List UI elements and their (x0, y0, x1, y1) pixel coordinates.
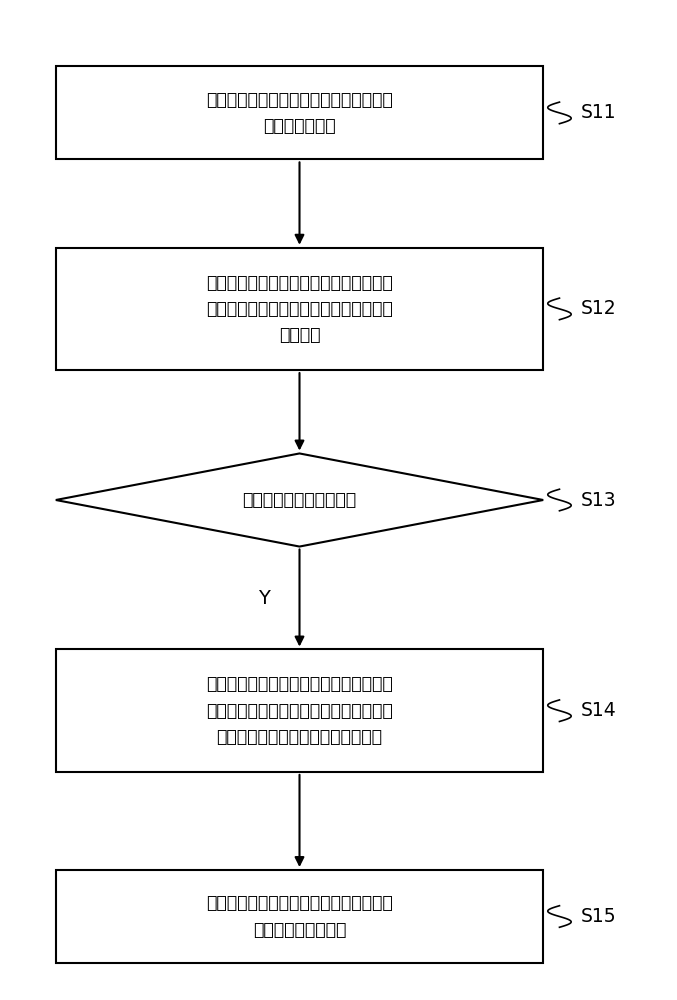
Text: Y: Y (258, 588, 269, 607)
Text: 对配电网动模系统的每一相交流电压进行
实时过零点检测: 对配电网动模系统的每一相交流电压进行 实时过零点检测 (206, 91, 393, 135)
Polygon shape (56, 453, 543, 547)
Text: S12: S12 (580, 299, 616, 318)
Bar (56, 66, 543, 159)
Text: S15: S15 (580, 907, 616, 926)
Text: S13: S13 (580, 490, 616, 510)
Text: 在经过用户设定的故障持续时间后，控制
双向晶闸管模块关断: 在经过用户设定的故障持续时间后，控制 双向晶闸管模块关断 (206, 894, 393, 939)
Text: S14: S14 (580, 701, 616, 720)
Text: 在检测到故障相的交流电压过零点后经过
故障触发时间时，控制与故障相连接的双
向晶闸管模块导通，以使故障相接地: 在检测到故障相的交流电压过零点后经过 故障触发时间时，控制与故障相连接的双 向晶… (206, 675, 393, 746)
Bar (56, 248, 543, 370)
Bar (56, 870, 543, 963)
Text: S11: S11 (580, 103, 616, 122)
Text: 判断是否接收到启动信号: 判断是否接收到启动信号 (242, 491, 357, 509)
Text: 基于过零点检测和用户设定的配电网动模
系统的故障相的故障发生初相角确定故障
触发时间: 基于过零点检测和用户设定的配电网动模 系统的故障相的故障发生初相角确定故障 触发… (206, 274, 393, 344)
Bar (56, 649, 543, 772)
